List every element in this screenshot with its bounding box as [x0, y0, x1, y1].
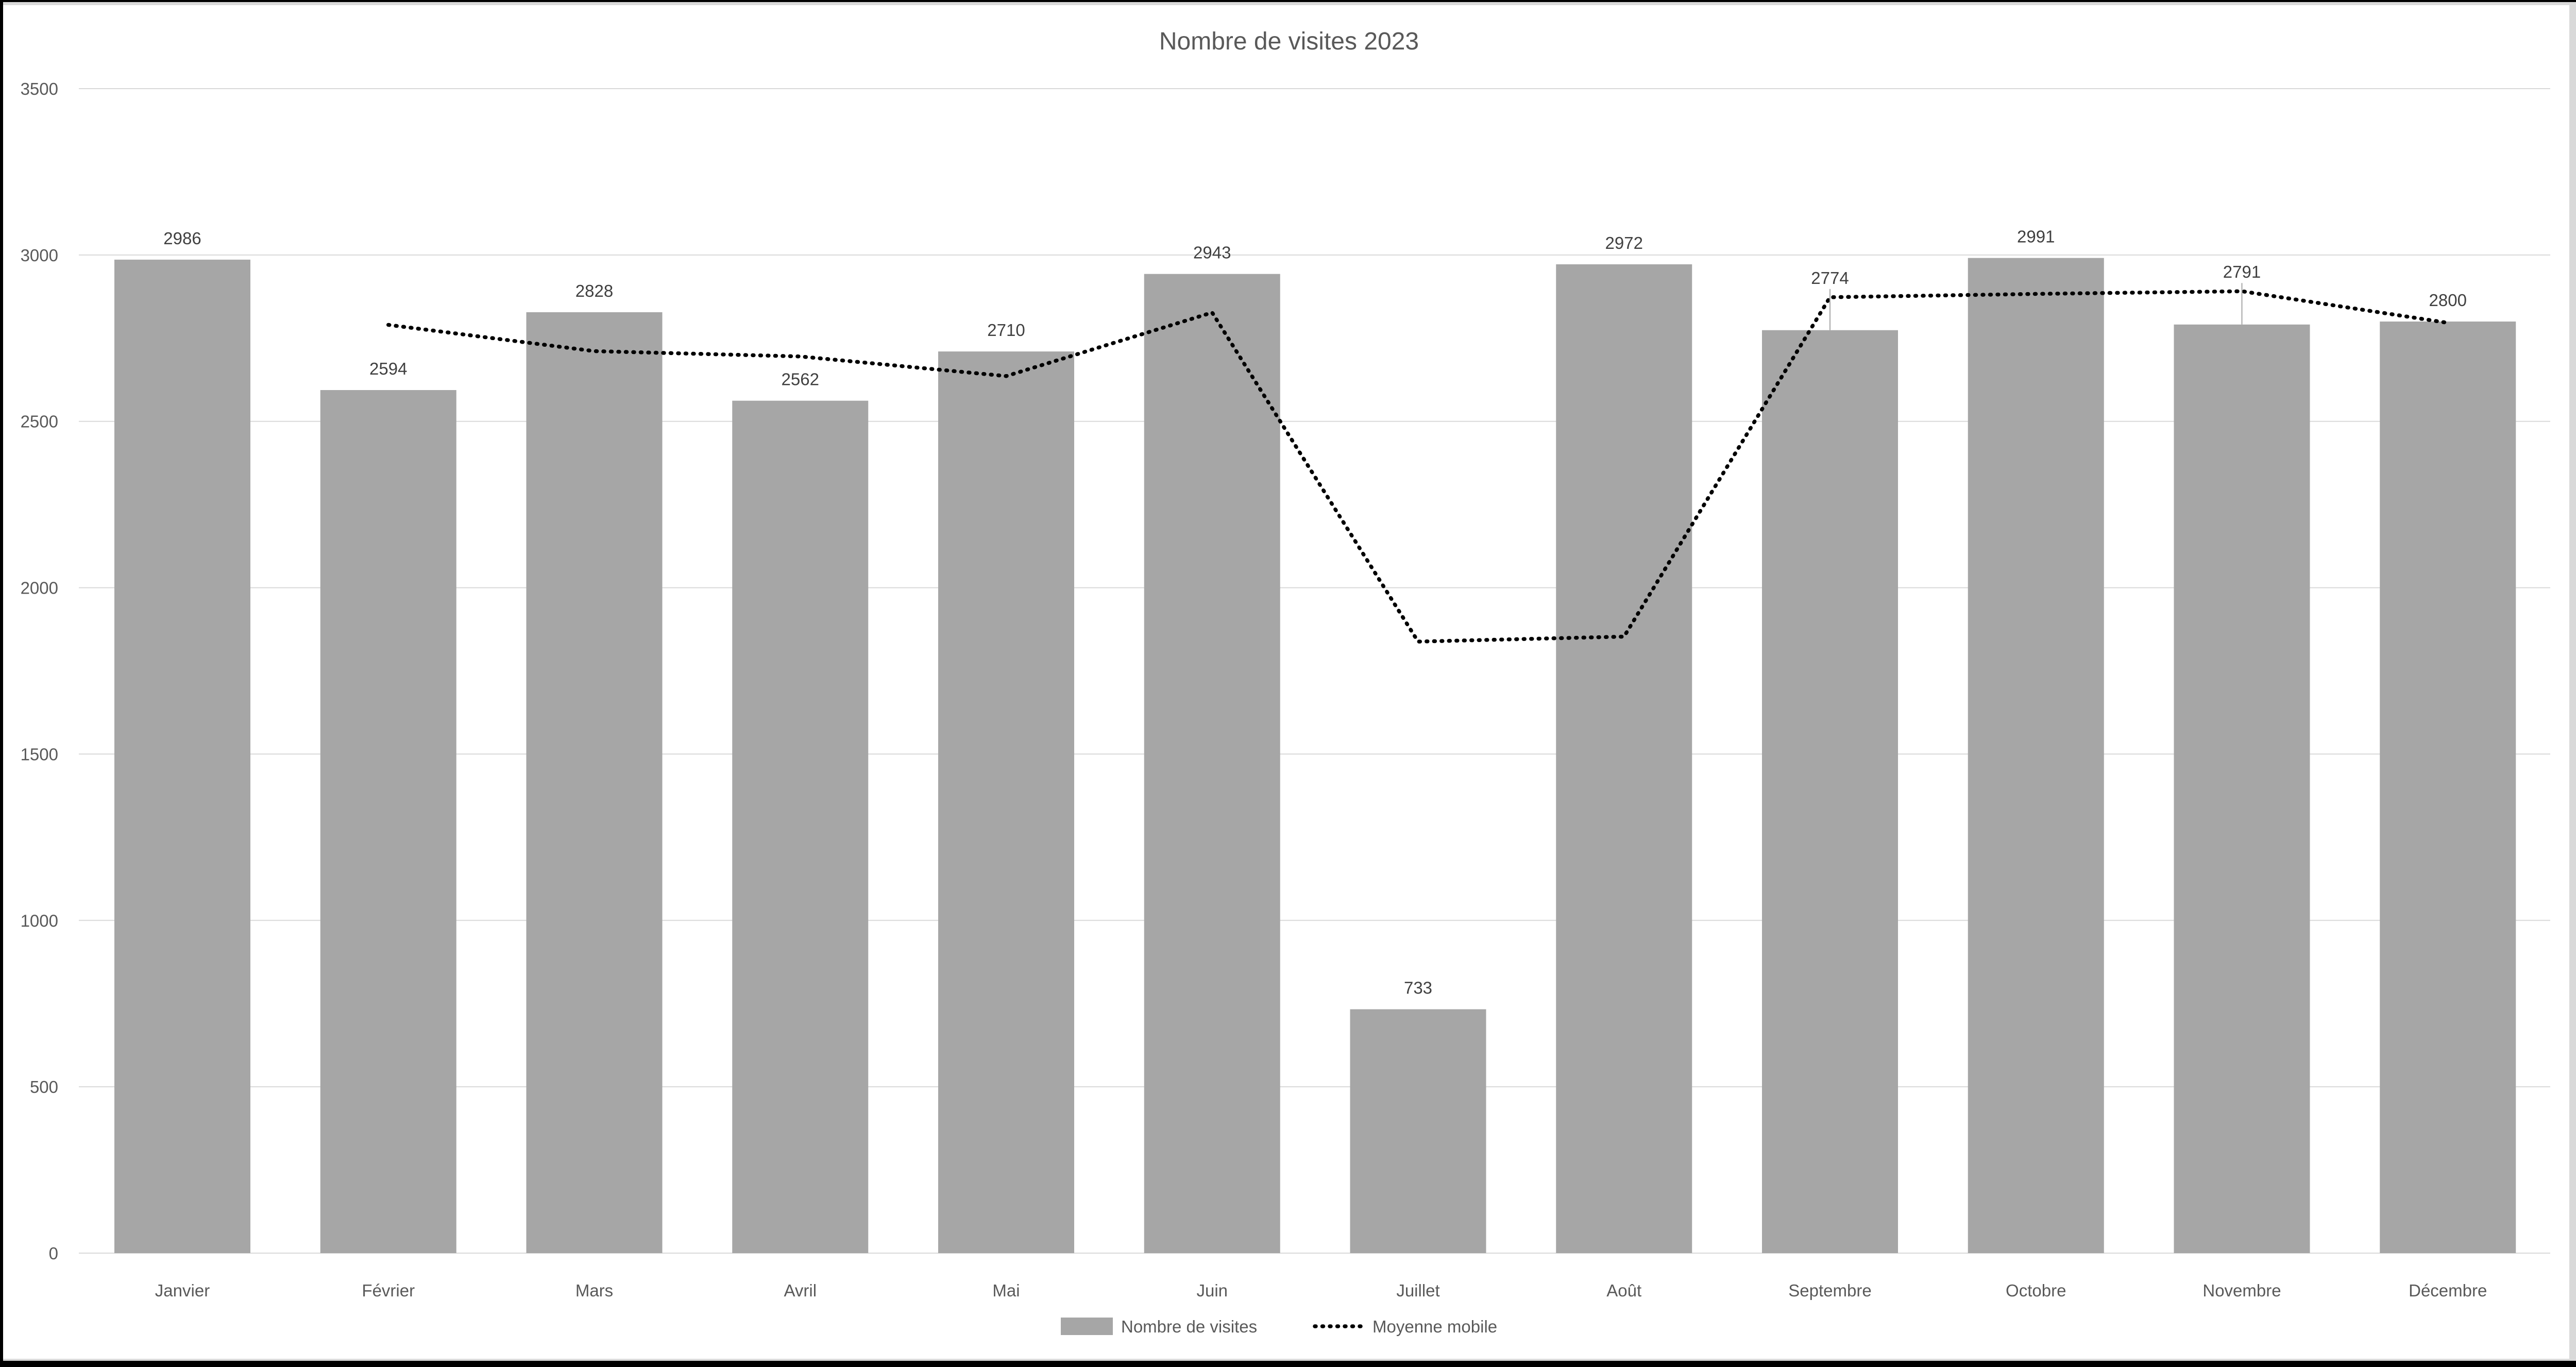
y-axis-label: 0 — [49, 1244, 58, 1263]
x-axis-label: Septembre — [1788, 1281, 1871, 1300]
x-axis-label: Novembre — [2202, 1281, 2281, 1300]
bar — [1350, 1009, 1486, 1253]
bar-value-label: 2562 — [782, 370, 819, 389]
bar — [1144, 274, 1280, 1253]
x-axis-label: Janvier — [155, 1281, 210, 1300]
y-axis-label: 2000 — [21, 579, 58, 598]
legend-bar-label: Nombre de visites — [1121, 1317, 1257, 1336]
moving-average-line — [386, 289, 2450, 644]
bar — [732, 400, 869, 1254]
bar-value-label: 2594 — [369, 359, 407, 378]
canvas-edge-top — [0, 0, 2576, 5]
bar — [526, 312, 663, 1254]
frame-top-black — [0, 0, 2576, 2]
y-axis-label: 500 — [30, 1077, 58, 1096]
y-axis-label: 1000 — [21, 911, 58, 930]
legend-bar-swatch — [1061, 1318, 1113, 1335]
bar-value-label: 2791 — [2223, 262, 2261, 281]
bar — [2380, 322, 2516, 1253]
x-axis-label: Décembre — [2409, 1281, 2487, 1300]
x-axis-label: Juillet — [1396, 1281, 1439, 1300]
bar-value-label: 2828 — [575, 281, 613, 300]
x-axis-label: Avril — [784, 1281, 817, 1300]
bar-value-label: 2991 — [2017, 227, 2055, 246]
bar — [1968, 258, 2104, 1253]
chart-title: Nombre de visites 2023 — [1159, 28, 1419, 55]
legend: Nombre de visites Moyenne mobile — [1061, 1317, 1497, 1336]
bar-value-label: 2800 — [2429, 291, 2467, 310]
bar-value-label: 2986 — [163, 229, 201, 248]
bar-value-label: 2972 — [1605, 233, 1643, 252]
x-axis-label: Mars — [575, 1281, 613, 1300]
bar — [2174, 324, 2310, 1253]
legend-line-label: Moyenne mobile — [1372, 1317, 1497, 1336]
bar — [320, 390, 456, 1254]
bar — [114, 259, 250, 1253]
x-axis-label: Février — [362, 1281, 415, 1300]
frame-left-black — [0, 0, 3, 1367]
bar — [1556, 264, 1692, 1253]
x-axis-label: Août — [1606, 1281, 1641, 1300]
bar-value-label: 2943 — [1193, 243, 1231, 262]
y-axis-label: 3000 — [21, 246, 58, 265]
bar — [1762, 330, 1898, 1253]
bar-value-label: 2774 — [1811, 268, 1849, 288]
bar — [938, 351, 1074, 1253]
y-axis-label: 3500 — [21, 79, 58, 98]
canvas-edge-bottom — [0, 1359, 2576, 1361]
bar-value-label: 733 — [1404, 978, 1432, 998]
frame-bottom-black — [0, 1361, 2576, 1367]
y-axis-label: 1500 — [21, 745, 58, 764]
x-axis-label: Mai — [992, 1281, 1020, 1300]
canvas-edge-right — [2569, 0, 2576, 1367]
bar-value-label: 2710 — [987, 320, 1025, 340]
x-axis-label: Octobre — [2006, 1281, 2066, 1300]
y-axis-label: 2500 — [21, 412, 58, 431]
x-axis-label: Juin — [1196, 1281, 1228, 1300]
